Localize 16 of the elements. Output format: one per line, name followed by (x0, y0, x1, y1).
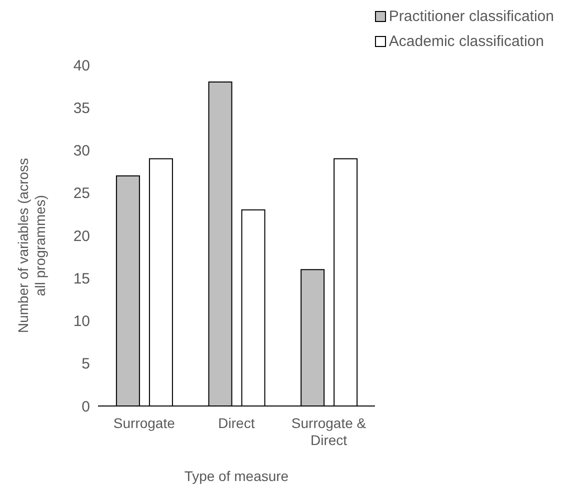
y-tick-label: 40 (73, 57, 90, 74)
y-tick-label: 25 (73, 185, 90, 202)
y-tick-label: 10 (73, 313, 90, 330)
x-tick-label: Direct (218, 415, 255, 431)
y-tick-label: 35 (73, 100, 90, 117)
legend-label: Practitioner classification (388, 8, 554, 25)
y-tick-label: 15 (73, 270, 90, 288)
y-tick-label: 0 (82, 398, 90, 416)
y-axis-title: Number of variables (across all programmes) (15, 158, 48, 334)
x-tick-label: Surrogate & Direct (291, 415, 367, 448)
y-tick-label: 20 (73, 228, 90, 245)
y-tick-label: 5 (82, 356, 90, 373)
y-tick-label: 30 (73, 142, 90, 160)
x-tick-label: Surrogate (113, 415, 176, 431)
legend-label: Academic classification (388, 33, 544, 50)
x-axis-title: Type of measure (184, 468, 289, 484)
